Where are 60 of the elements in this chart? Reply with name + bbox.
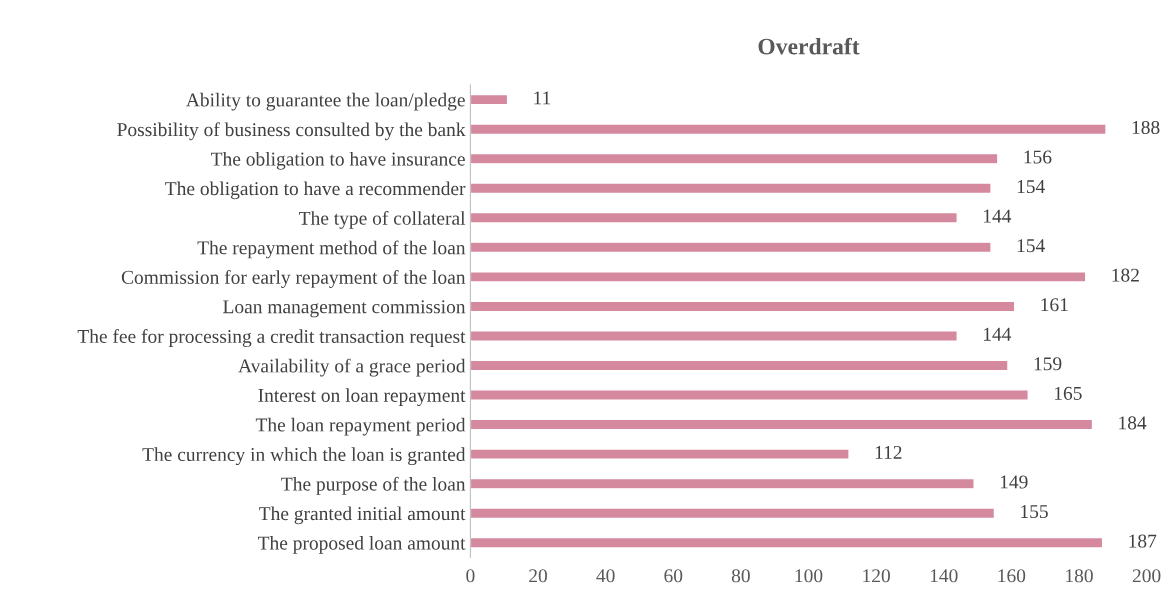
- data-label: 187: [1129, 534, 1157, 548]
- data-label: 184: [1119, 416, 1147, 430]
- bar: [470, 389, 1029, 401]
- data-label: 161: [1041, 298, 1068, 312]
- y-tick-label: The granted initial amount: [259, 506, 466, 525]
- data-label: 144: [983, 209, 1012, 223]
- bar: [470, 330, 958, 342]
- y-tick-label: The repayment method of the loan: [197, 240, 466, 259]
- data-label: 144: [983, 327, 1012, 341]
- data-label: 155: [1021, 505, 1048, 519]
- y-tick-label: The obligation to have a recommender: [165, 181, 466, 200]
- x-tick-label: 80: [731, 569, 750, 583]
- y-tick-label: Interest on loan repayment: [258, 388, 466, 406]
- data-label: 159: [1034, 357, 1062, 371]
- y-tick-label: Loan management commission: [223, 300, 466, 318]
- data-label: 154: [1017, 239, 1045, 253]
- y-tick-label: Availability of a grace period: [238, 358, 466, 377]
- y-tick-label: Commission for early repayment of the loan: [121, 270, 466, 288]
- data-label: 188: [1132, 120, 1160, 135]
- chart-title: Overdraft: [758, 37, 860, 55]
- bar: [470, 536, 1104, 549]
- x-tick-label: 140: [930, 569, 958, 583]
- bar: [470, 93, 509, 106]
- bar: [470, 418, 1094, 431]
- y-tick-label: The currency in which the loan is granted: [142, 447, 466, 466]
- x-tick-label: 120: [863, 569, 890, 583]
- y-tick-label: The loan repayment period: [255, 417, 466, 436]
- bar: [470, 448, 850, 460]
- data-label: 149: [1000, 475, 1028, 489]
- bar: [470, 241, 992, 254]
- x-tick-label: 180: [1066, 569, 1093, 583]
- x-tick-label: 20: [529, 569, 547, 583]
- y-tick-label: The fee for processing a credit transaction request: [77, 329, 466, 347]
- bar: [470, 211, 958, 224]
- y-tick-label: The purpose of the loan: [281, 476, 466, 495]
- bar: [470, 477, 975, 490]
- x-tick-label: 160: [998, 569, 1026, 583]
- data-label: 11: [534, 91, 551, 105]
- bar: [470, 359, 1009, 372]
- x-tick-label: 60: [664, 569, 683, 583]
- x-tick-label: 0: [466, 569, 475, 583]
- bar: [470, 507, 996, 520]
- y-tick-label: Ability to guarantee the loan/pledge: [186, 92, 465, 111]
- bar: [470, 300, 1016, 313]
- y-tick-label: The obligation to have insurance: [211, 151, 465, 170]
- bar: [470, 123, 1107, 136]
- data-label: 165: [1054, 386, 1082, 400]
- y-tick-label: The type of collateral: [299, 210, 466, 229]
- bar: [470, 271, 1087, 283]
- x-tick-label: 40: [596, 569, 615, 583]
- data-label: 154: [1017, 180, 1045, 194]
- data-label: 182: [1112, 268, 1139, 282]
- bar: [470, 182, 992, 195]
- y-tick-label: The proposed loan amount: [257, 536, 466, 554]
- x-tick-label: 100: [795, 569, 823, 583]
- bar: [470, 152, 999, 165]
- x-tick-label: 200: [1132, 569, 1161, 583]
- data-label: 156: [1024, 150, 1052, 164]
- y-tick-label: Possibility of business consulted by the bank: [117, 122, 466, 141]
- data-label: 112: [875, 445, 902, 459]
